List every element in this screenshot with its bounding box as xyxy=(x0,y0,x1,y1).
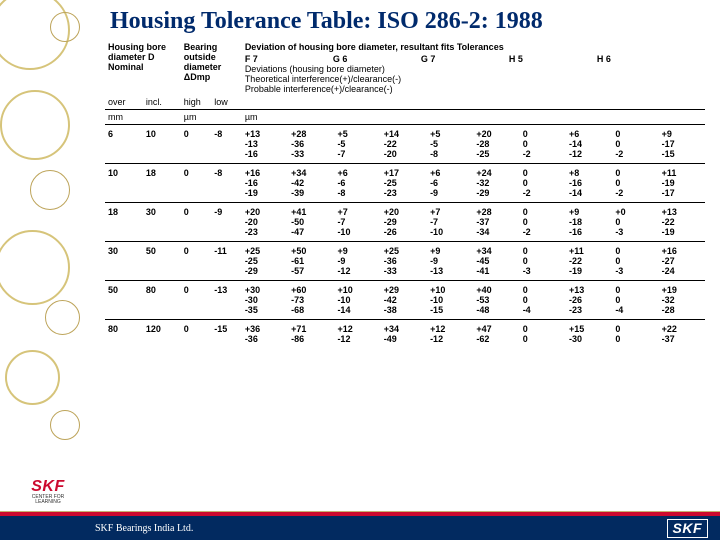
hdr-deviation: Deviation of housing bore diameter, resu… xyxy=(242,40,705,96)
unit-um1: µm xyxy=(181,110,242,125)
hdr-over: over xyxy=(105,96,143,110)
footer: SKF Bearings India Ltd. SKF xyxy=(0,512,720,540)
hdr-low: low xyxy=(211,96,242,110)
table-row: 50800-13+30-30-35+60-73-68+10-10-14+29-4… xyxy=(105,281,705,320)
table-row: 801200-15+36-36+71-86+12-12+34-49+12-12+… xyxy=(105,320,705,349)
tolerance-table: Housing bore diameter D Nominal Bearing … xyxy=(105,40,705,348)
table-row: 10180-8+16-16-19+34-42-39+6-6-8+17-25-23… xyxy=(105,164,705,203)
footer-text: SKF Bearings India Ltd. xyxy=(95,523,193,534)
unit-um2: µm xyxy=(242,110,705,125)
table-row: 18300-9+20-20-23+41-50-47+7-7-10+20-29-2… xyxy=(105,203,705,242)
table-row: 30500-11+25-25-29+50-61-57+9-9-12+25-36-… xyxy=(105,242,705,281)
hdr-high: high xyxy=(181,96,212,110)
unit-mm: mm xyxy=(105,110,181,125)
hdr-bearing: Bearing outside diameter ΔDmp xyxy=(181,40,242,96)
page-title: Housing Tolerance Table: ISO 286-2: 1988 xyxy=(110,8,543,35)
table-row: 6100-8+13-13-16+28-36-33+5-5-7+14-22-20+… xyxy=(105,125,705,164)
footer-skf-logo: SKF xyxy=(667,519,709,538)
hdr-bore: Housing bore diameter D Nominal xyxy=(105,40,181,96)
decorative-circles xyxy=(10,0,90,500)
hdr-incl: incl. xyxy=(143,96,181,110)
skf-corner-logo: SKF CENTER FORLEARNING xyxy=(16,470,80,514)
